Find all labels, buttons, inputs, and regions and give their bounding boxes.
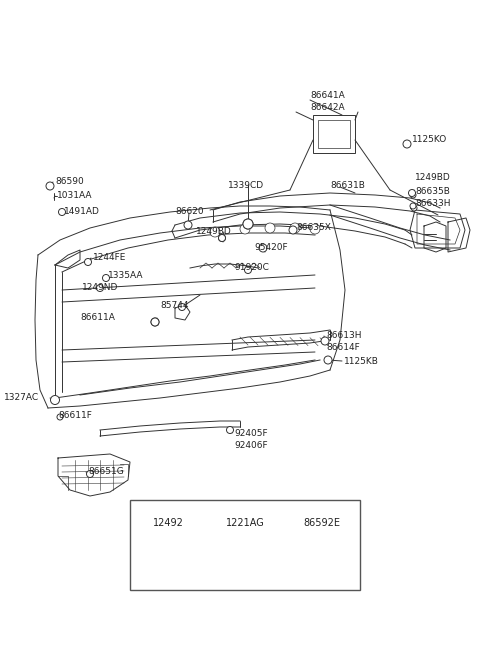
Text: 86631B: 86631B [330,180,365,190]
Text: 86611F: 86611F [58,411,92,419]
Text: 86633H: 86633H [415,199,451,207]
Text: 1249BD: 1249BD [415,173,451,182]
Text: 1327AC: 1327AC [4,394,39,403]
Circle shape [210,227,220,237]
Text: 86614F: 86614F [326,344,360,352]
Text: 86635X: 86635X [296,224,331,232]
Text: 1125KB: 1125KB [344,356,379,365]
Circle shape [408,190,416,197]
Circle shape [184,221,192,229]
Text: 1221AG: 1221AG [226,518,264,527]
Circle shape [96,285,104,291]
Text: 86641A: 86641A [310,91,345,100]
Circle shape [244,266,252,274]
Circle shape [324,356,332,364]
Text: 92405F: 92405F [234,428,268,438]
Text: 86611A: 86611A [80,314,115,323]
Text: 1491AD: 1491AD [64,207,100,216]
Circle shape [238,546,252,561]
Text: 95420F: 95420F [254,243,288,253]
Text: 1249BD: 1249BD [196,228,232,237]
Circle shape [265,223,275,233]
Bar [318,120,350,148]
Bar [313,115,355,153]
Circle shape [259,244,267,252]
Text: 1339CD: 1339CD [228,180,264,190]
Circle shape [179,304,185,310]
Circle shape [243,219,253,229]
Bar [130,500,360,590]
Text: 86635B: 86635B [415,188,450,197]
Circle shape [84,258,92,266]
Circle shape [103,274,109,281]
Text: 86592E: 86592E [303,518,340,527]
Circle shape [321,337,329,345]
Circle shape [227,426,233,434]
Circle shape [86,470,94,478]
Circle shape [151,318,159,326]
Circle shape [310,224,320,234]
Circle shape [410,192,416,198]
Circle shape [289,226,297,234]
Circle shape [50,396,60,405]
Circle shape [411,205,417,211]
Text: 1244FE: 1244FE [93,253,126,262]
Text: 86590: 86590 [55,178,84,186]
Circle shape [410,203,416,209]
Text: 12492: 12492 [153,518,184,527]
Circle shape [218,234,226,241]
Text: 91920C: 91920C [234,264,269,272]
Circle shape [218,234,226,241]
Circle shape [290,223,300,233]
Text: 85744: 85744 [160,302,189,310]
Circle shape [46,182,54,190]
Text: 1125KO: 1125KO [412,136,447,144]
Circle shape [243,219,253,229]
Circle shape [151,318,159,326]
Circle shape [57,414,63,420]
Text: 86620: 86620 [175,207,204,216]
Circle shape [59,209,65,216]
Circle shape [240,224,250,234]
Text: 86642A: 86642A [310,102,345,112]
Circle shape [161,543,175,557]
Text: 92406F: 92406F [234,440,268,449]
Text: 86651G: 86651G [88,468,124,476]
Text: 1031AA: 1031AA [57,192,93,201]
Text: 86613H: 86613H [326,331,361,340]
Text: 1335AA: 1335AA [108,272,144,281]
Circle shape [403,140,411,148]
Text: 1249ND: 1249ND [82,283,119,293]
